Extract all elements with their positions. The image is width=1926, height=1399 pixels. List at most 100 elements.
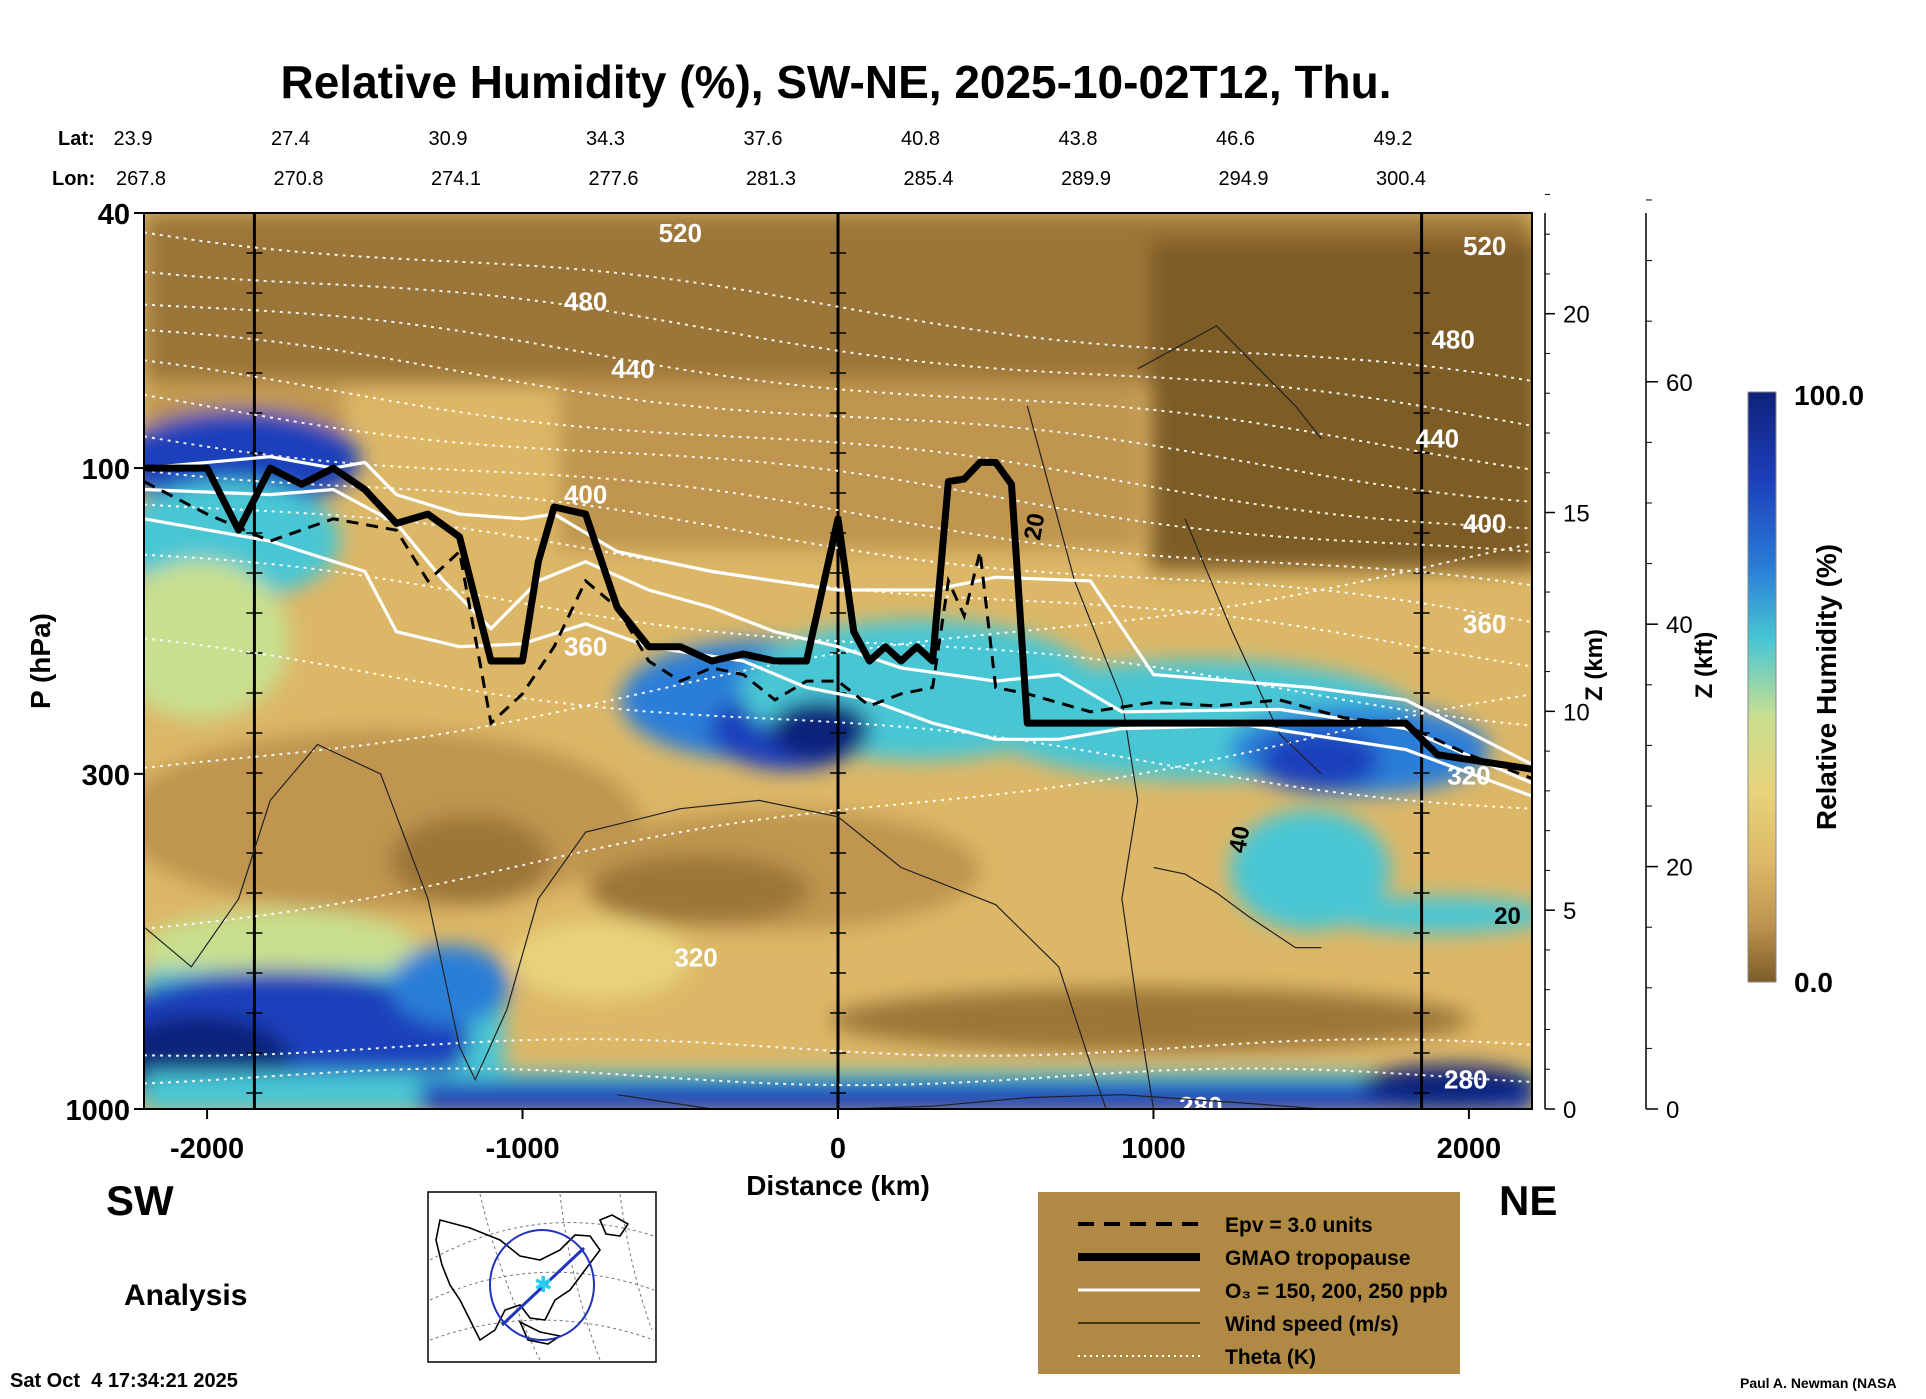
lat-value: 34.3 xyxy=(586,128,625,150)
legend: Epv = 3.0 units GMAO tropopause O₃ = 150, … xyxy=(1038,1192,1460,1374)
x-tick-label: -2000 xyxy=(170,1133,244,1165)
y-tick-label: 40 xyxy=(98,199,130,231)
y-tick-label: 1000 xyxy=(65,1095,130,1127)
lat-value: 49.2 xyxy=(1374,128,1413,150)
y-tick-label: 100 xyxy=(82,454,130,486)
wind-speed-contour xyxy=(617,1094,1322,1109)
theta-label: 400 xyxy=(1463,508,1506,538)
z-kft-label: Z (kft) xyxy=(1691,632,1718,699)
theta-contour xyxy=(144,435,1532,587)
lon-label: Lon: xyxy=(52,168,95,190)
inset-map-range-circle xyxy=(489,1229,595,1341)
lon-values: 267.8 270.8 274.1 277.6 281.3 285.4 289.9 294.9… xyxy=(116,168,1426,190)
y-tick-label: 300 xyxy=(82,760,130,792)
wind-speed-contour xyxy=(144,743,1107,1109)
lon-value: 267.8 xyxy=(116,168,166,190)
lon-value: 300.4 xyxy=(1376,168,1426,190)
inset-map-gridlines xyxy=(429,1193,655,1361)
x-tick-label: 1000 xyxy=(1121,1133,1186,1165)
lat-label: Lat: xyxy=(58,128,95,150)
wind-label: 20 xyxy=(1019,511,1050,542)
lat-values: 23.9 27.4 30.9 34.3 37.6 40.8 43.8 46.6 49.2 xyxy=(114,128,1413,150)
x-tick-label: -1000 xyxy=(485,1133,559,1165)
direction-ne: NE xyxy=(1499,1177,1557,1224)
theta-label: 400 xyxy=(564,480,607,510)
colorbar-max: 100.0 xyxy=(1794,380,1864,411)
x-tick-label: 0 xyxy=(830,1133,846,1165)
ozone-contour xyxy=(144,517,1532,798)
lat-value: 46.6 xyxy=(1216,128,1255,150)
theta-contour xyxy=(144,328,1532,503)
theta-label: 280 xyxy=(1444,1065,1487,1095)
z-km-axis: 20 15 10 5 0 xyxy=(1544,193,1590,1124)
z-kft-tick-label: 60 xyxy=(1666,370,1693,397)
tropopause-line xyxy=(144,458,1532,773)
theta-label: 360 xyxy=(1463,609,1506,639)
inset-map: ✱ xyxy=(427,1191,657,1363)
z-km-tick-label: 15 xyxy=(1563,501,1590,528)
lon-value: 281.3 xyxy=(746,168,796,190)
legend-label: Theta (K) xyxy=(1225,1346,1316,1369)
lon-value: 270.8 xyxy=(273,168,323,190)
theta-label: 320 xyxy=(1447,761,1490,791)
theta-label: 280 xyxy=(1179,1091,1222,1121)
z-kft-tick-label: 0 xyxy=(1666,1097,1679,1124)
z-km-tick-label: 0 xyxy=(1563,1097,1576,1124)
theta-contour xyxy=(144,693,1532,930)
wind-speed-contour xyxy=(1153,866,1322,949)
lat-value: 40.8 xyxy=(901,128,940,150)
legend-label: GMAO tropopause xyxy=(1225,1247,1411,1270)
inset-map-center-icon: ✱ xyxy=(534,1272,552,1297)
colorbar-label: Relative Humidity (%) xyxy=(1811,544,1842,830)
chart-title: Relative Humidity (%), SW-NE, 2025-10-02… xyxy=(280,56,1391,108)
analysis-label: Analysis xyxy=(124,1279,247,1312)
wind-label: 20 xyxy=(1494,903,1521,930)
theta-label: 480 xyxy=(564,287,607,317)
lat-value: 27.4 xyxy=(271,128,310,150)
chart-overlays: 520 480 440 400 360 320 280 520 480 440 400 360 320 2… xyxy=(144,213,1532,1121)
lat-value: 37.6 xyxy=(744,128,783,150)
lon-value: 289.9 xyxy=(1061,168,1111,190)
y-axis: 40 100 300 1000 xyxy=(65,199,144,1127)
theta-contour xyxy=(144,469,1532,624)
x-axis-label: Distance (km) xyxy=(746,1170,930,1201)
direction-sw: SW xyxy=(106,1177,174,1224)
lat-value: 23.9 xyxy=(114,128,153,150)
theta-contour xyxy=(144,231,1532,382)
theta-contour xyxy=(144,393,1532,553)
wind-speed-contour xyxy=(1137,325,1322,440)
z-km-tick-label: 10 xyxy=(1563,699,1590,726)
theta-label: 320 xyxy=(674,942,717,972)
z-kft-tick-label: 40 xyxy=(1666,612,1693,639)
lon-value: 285.4 xyxy=(903,168,953,190)
theta-contour xyxy=(144,553,1532,727)
epv-contour xyxy=(144,480,1532,780)
wind-label: 40 xyxy=(1224,824,1255,855)
x-tick-label: 2000 xyxy=(1437,1133,1502,1165)
legend-label: O₃ = 150, 200, 250 ppb xyxy=(1225,1280,1448,1303)
lat-value: 43.8 xyxy=(1059,128,1098,150)
colorbar-min: 0.0 xyxy=(1794,967,1833,998)
theta-label: 440 xyxy=(611,354,654,384)
legend-label: Wind speed (m/s) xyxy=(1225,1313,1399,1336)
theta-contour xyxy=(144,359,1532,530)
z-kft-axis: 60 40 20 0 xyxy=(1645,199,1693,1124)
z-km-tick-label: 20 xyxy=(1563,302,1590,329)
y-axis-label: P (hPa) xyxy=(25,613,56,709)
lon-value: 274.1 xyxy=(431,168,481,190)
colorbar xyxy=(1747,391,1777,983)
z-km-tick-label: 5 xyxy=(1563,898,1576,925)
lat-value: 30.9 xyxy=(429,128,468,150)
z-km-label: Z (km) xyxy=(1581,629,1608,701)
credit: Paul A. Newman (NASA xyxy=(1740,1375,1897,1391)
theta-contour xyxy=(144,637,1532,810)
theta-label: 520 xyxy=(659,218,702,248)
legend-label: Epv = 3.0 units xyxy=(1225,1214,1373,1237)
theta-label: 520 xyxy=(1463,231,1506,261)
theta-label: 440 xyxy=(1416,424,1459,454)
theta-contour xyxy=(144,542,1532,769)
theta-label: 480 xyxy=(1431,324,1474,354)
z-kft-tick-label: 20 xyxy=(1666,855,1693,882)
